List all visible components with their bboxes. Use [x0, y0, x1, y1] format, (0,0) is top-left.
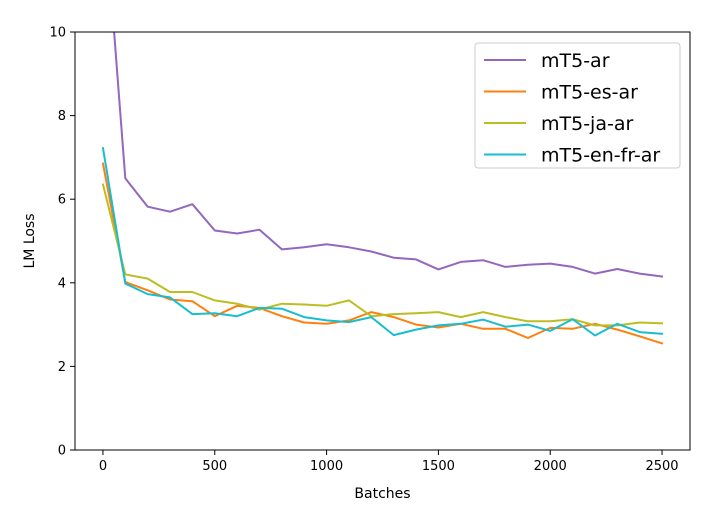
y-tick-label: 4	[58, 276, 66, 291]
x-tick-label: 2500	[645, 459, 678, 474]
series-line-mt5-ar	[113, 32, 664, 278]
x-tick-label: 500	[202, 459, 227, 474]
y-axis: 0 2 4 6 8 10	[49, 26, 75, 459]
y-tick-label: 8	[58, 109, 66, 124]
plot-frame	[74, 31, 691, 451]
x-tick-label: 0	[99, 459, 107, 474]
series-line-mt5-en-fr-ar	[101, 147, 664, 337]
series-layer	[101, 32, 664, 345]
legend-label: mT5-es-ar	[541, 82, 638, 104]
x-tick-label: 2000	[534, 459, 567, 474]
y-tick-label: 10	[49, 26, 66, 41]
legend-label: mT5-ar	[541, 50, 610, 72]
y-axis-label: LM Loss	[22, 213, 38, 268]
legend-label: mT5-ja-ar	[541, 113, 633, 135]
y-tick-label: 2	[58, 360, 66, 375]
x-tick-label: 1500	[422, 459, 455, 474]
x-axis: 0 500 1000 1500 2000 2500	[99, 450, 679, 474]
x-axis-label: Batches	[354, 486, 410, 502]
series-line-mt5-ja-ar	[101, 183, 664, 327]
y-tick-label: 6	[58, 193, 66, 208]
legend-box	[474, 42, 681, 169]
x-tick-label: 1000	[310, 459, 343, 474]
legend-label: mT5-en-fr-ar	[541, 145, 660, 167]
legend: mT5-ar mT5-es-ar mT5-ja-ar mT5-en-fr-ar	[474, 42, 681, 169]
y-tick-label: 0	[58, 444, 66, 459]
